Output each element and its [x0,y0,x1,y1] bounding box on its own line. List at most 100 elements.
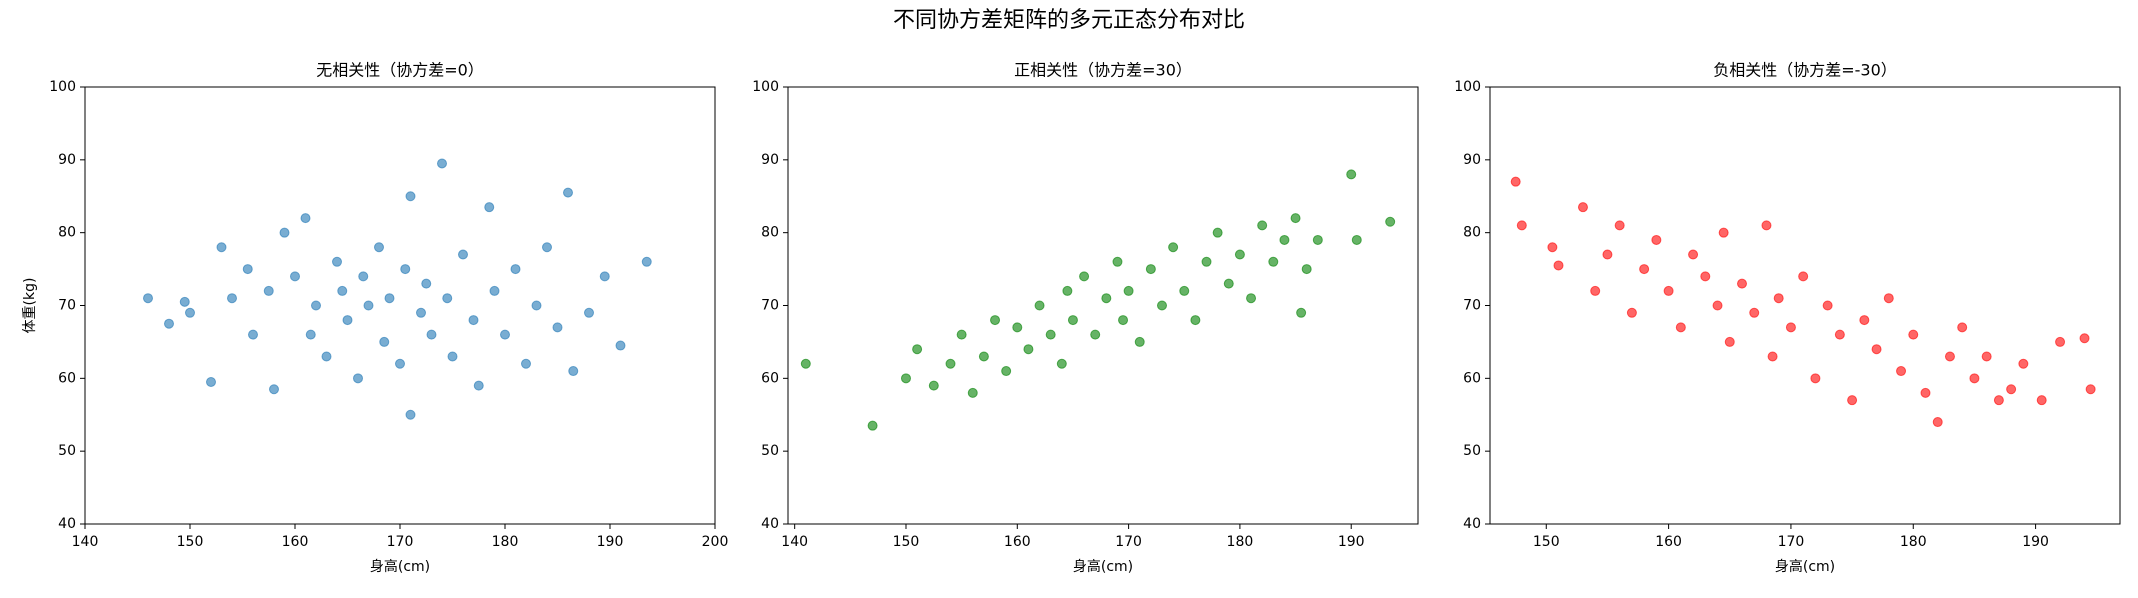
point [1290,213,1301,224]
point [1590,285,1601,296]
point [900,373,911,384]
point [1847,395,1858,406]
point [379,336,390,347]
axes-title: 无相关性（协方差=0） [316,61,484,80]
x-tick-label: 160 [1655,534,1682,550]
point [1834,329,1845,340]
point [1312,234,1323,245]
point [912,344,923,355]
y-tick-label: 70 [58,298,76,314]
point [1761,220,1772,231]
point [1749,307,1760,318]
point [2055,336,2066,347]
y-tick-label: 100 [1454,79,1481,95]
x-tick-label: 180 [492,534,519,550]
x-tick-label: 150 [893,534,920,550]
point [500,329,510,340]
point [615,340,626,351]
point [1700,271,1711,282]
point [1932,417,1943,428]
point [269,384,279,395]
point [1614,220,1625,231]
point [421,278,432,289]
point [599,271,610,282]
point [1737,278,1747,289]
point [1212,227,1223,238]
x-axis-label: 身高(cm) [370,558,430,575]
y-tick-label: 60 [761,370,779,386]
point [1718,227,1729,238]
x-tick-label: 180 [1900,534,1927,550]
y-tick-label: 40 [761,516,779,532]
point [1944,351,1955,362]
figure-title: 不同协方差矩阵的多元正态分布对比 [893,8,1245,33]
y-tick-label: 50 [58,443,76,459]
point [1118,315,1129,326]
point [468,315,479,326]
x-tick-label: 170 [1778,534,1805,550]
y-tick-label: 40 [1463,516,1481,532]
point [1201,256,1212,267]
axes-title: 正相关性（协方差=30） [1014,61,1192,80]
point [1190,315,1201,326]
point [400,264,411,275]
point [2036,395,2047,406]
point [1056,358,1067,369]
point [1062,285,1073,296]
y-tick-label: 90 [1463,152,1481,168]
point [1079,271,1090,282]
point [227,293,237,304]
point [164,318,174,329]
point [405,191,416,202]
point [1223,278,1234,289]
point [945,358,956,369]
point [426,329,437,340]
point [1798,271,1809,282]
point [2018,358,2029,369]
point [542,242,552,253]
point [800,358,811,369]
point [928,380,939,391]
point [405,409,416,420]
point [1112,256,1123,267]
x-tick-label: 160 [1004,534,1031,550]
axes-frame [84,86,716,525]
point [1810,373,1821,384]
point [1012,322,1023,333]
point [1871,344,1882,355]
point [185,307,195,318]
point [552,322,563,333]
point [143,293,153,304]
y-tick-label: 90 [58,152,76,168]
x-axis-label: 身高(cm) [1073,558,1133,575]
y-tick-label: 80 [1463,225,1481,241]
point [1301,264,1312,275]
point [1145,264,1156,275]
point [1234,249,1245,260]
point [956,329,967,340]
point [1896,366,1907,377]
point [1920,387,1931,398]
axes-frame [787,86,1419,525]
point [395,358,405,369]
point [1651,234,1662,245]
x-tick-label: 170 [387,534,414,550]
point [1859,315,1870,326]
point [1712,300,1723,311]
point [1908,329,1919,340]
point [442,293,453,304]
point [1553,260,1564,271]
point [1767,351,1778,362]
point [1724,336,1735,347]
point [1663,285,1674,296]
point [1134,336,1145,347]
y-tick-label: 80 [761,225,779,241]
point [967,387,978,398]
point [248,329,258,340]
point [1993,395,2004,406]
point [510,264,521,275]
y-tick-label: 60 [58,370,76,386]
point [300,213,311,224]
point [447,351,458,362]
point [1179,285,1190,296]
